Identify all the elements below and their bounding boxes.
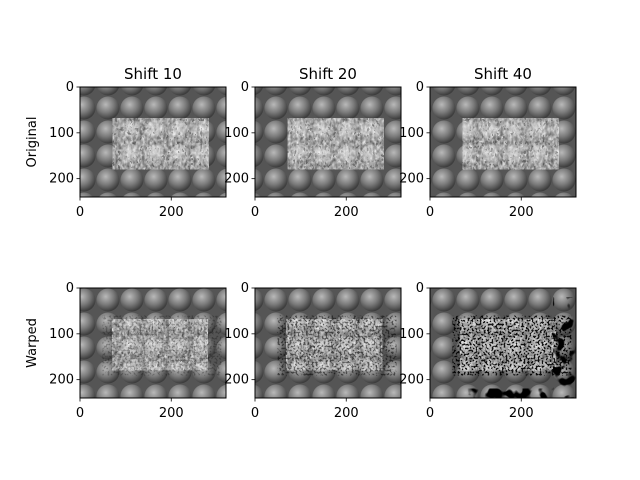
x-tick-label: 200 (334, 205, 359, 220)
warp-artifacts (452, 315, 572, 376)
y-tick-label: 100 (224, 327, 249, 342)
texture-region (112, 118, 209, 170)
row-label: Original (25, 117, 40, 168)
warp-void-bottom (457, 388, 576, 398)
y-tick-label: 100 (399, 126, 424, 141)
image-plot (430, 87, 576, 197)
row-label: Warped (25, 318, 40, 368)
x-tick-label: 0 (426, 205, 434, 220)
warp-artifacts (102, 315, 222, 376)
x-tick-label: 0 (426, 406, 434, 421)
y-tick-label: 200 (224, 172, 249, 187)
y-tick-label: 100 (49, 327, 74, 342)
image-plot (80, 288, 226, 398)
x-tick-label: 200 (509, 406, 534, 421)
image-plot (255, 87, 401, 197)
subplot-title: Shift 20 (299, 65, 357, 83)
warp-artifacts (277, 315, 397, 376)
y-tick-label: 0 (416, 80, 424, 95)
image-plot (80, 87, 226, 197)
x-tick-label: 200 (159, 205, 184, 220)
x-tick-label: 0 (76, 406, 84, 421)
axes-frame (254, 287, 402, 399)
texture-region (287, 118, 384, 170)
x-tick-label: 0 (251, 406, 259, 421)
y-tick-label: 0 (241, 80, 249, 95)
y-tick-label: 200 (224, 373, 249, 388)
image-plot (255, 288, 401, 398)
axes-frame (79, 86, 227, 198)
x-tick-label: 200 (159, 406, 184, 421)
x-tick-label: 0 (76, 205, 84, 220)
y-tick-label: 100 (224, 126, 249, 141)
y-tick-label: 0 (241, 281, 249, 296)
subplot-warped-10: 0 100 200 0 200 Warped (25, 281, 227, 421)
axes-frame (254, 86, 402, 198)
image-plot (430, 288, 576, 398)
axes-frame (429, 287, 577, 399)
texture-region (462, 118, 559, 170)
warp-void-right (553, 297, 576, 398)
subplot-warped-20: 0 100 200 0 200 (224, 281, 402, 421)
axes-frame (429, 86, 577, 198)
subplot-title: Shift 10 (124, 65, 182, 83)
subplot-title: Shift 40 (474, 65, 532, 83)
x-tick-label: 0 (251, 205, 259, 220)
y-tick-label: 0 (66, 281, 74, 296)
subplot-original-20: 0 100 200 0 200 Shift 20 (224, 65, 402, 220)
axes-frame (79, 287, 227, 399)
y-tick-label: 200 (49, 172, 74, 187)
y-tick-label: 200 (49, 373, 74, 388)
subplot-original-10: 0 100 200 0 200 Shift 10 Original (25, 65, 227, 220)
y-tick-label: 100 (49, 126, 74, 141)
x-tick-label: 200 (509, 205, 534, 220)
y-tick-label: 200 (399, 172, 424, 187)
y-tick-label: 100 (399, 327, 424, 342)
subplot-warped-40: 0 100 200 0 200 (399, 281, 577, 421)
y-tick-label: 0 (416, 281, 424, 296)
x-tick-label: 200 (334, 406, 359, 421)
y-tick-label: 200 (399, 373, 424, 388)
subplot-original-40: 0 100 200 0 200 Shift 40 (399, 65, 577, 220)
y-tick-label: 0 (66, 80, 74, 95)
